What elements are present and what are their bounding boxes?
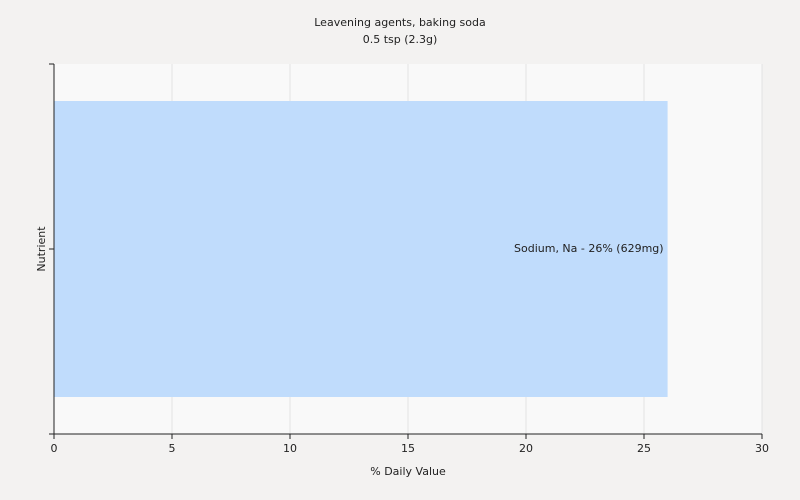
x-tick-label: 10 <box>283 442 297 455</box>
x-tick-label: 20 <box>519 442 533 455</box>
x-axis-label: % Daily Value <box>370 465 446 478</box>
x-tick-label: 30 <box>755 442 769 455</box>
bar <box>54 101 668 397</box>
bar-label: Sodium, Na - 26% (629mg) <box>514 242 664 255</box>
chart-title: Leavening agents, baking soda <box>314 16 485 29</box>
x-tick-label: 0 <box>51 442 58 455</box>
x-tick-label: 5 <box>169 442 176 455</box>
plot: Sodium, Na - 26% (629mg) <box>53 64 763 434</box>
chart-subtitle: 0.5 tsp (2.3g) <box>363 33 438 46</box>
x-tick-label: 25 <box>637 442 651 455</box>
x-tick-label: 15 <box>401 442 415 455</box>
y-axis-label: Nutrient <box>35 226 48 272</box>
